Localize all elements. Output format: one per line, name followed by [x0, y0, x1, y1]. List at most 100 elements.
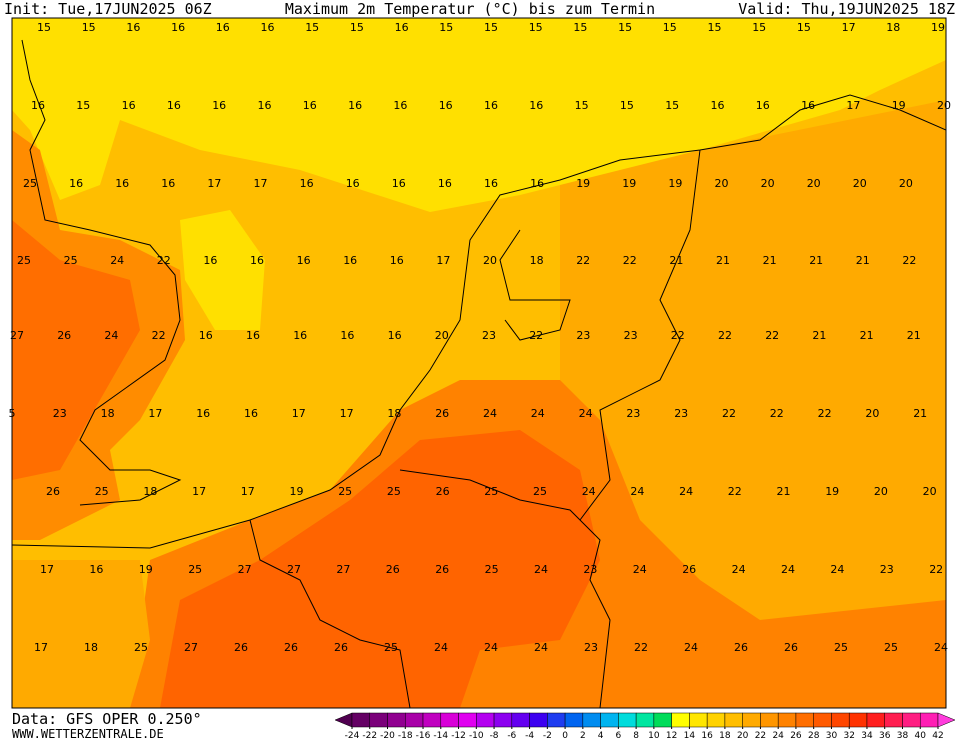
temperature-value: 16: [392, 177, 406, 190]
temperature-value: 25: [188, 563, 202, 576]
colorbar-tick-label: 6: [615, 731, 621, 741]
colorbar-box: [458, 712, 477, 728]
temperature-value: 24: [534, 563, 548, 576]
temperature-value: 15: [484, 21, 498, 34]
temperature-value: 15: [618, 21, 632, 34]
temperature-value: 17: [207, 177, 221, 190]
temperature-value: 22: [722, 407, 736, 420]
temperature-value: 18: [101, 407, 115, 420]
temperature-value: 25: [134, 641, 148, 654]
temperature-value: 20: [807, 177, 821, 190]
temperature-value: 17: [192, 485, 206, 498]
temperature-value: 23: [583, 563, 597, 576]
colorbar-tick-label: 16: [701, 731, 713, 741]
temperature-value: 26: [435, 407, 449, 420]
temperature-value: 16: [439, 99, 453, 112]
temperature-value: 16: [199, 329, 213, 342]
temperature-value: 23: [626, 407, 640, 420]
colorbar-box: [476, 712, 495, 728]
coastline: [21, 39, 182, 506]
coastline: [12, 94, 946, 549]
colorbar-tick-label: 12: [666, 731, 677, 741]
temperature-value: 25: [95, 485, 109, 498]
colorbar-tick-label: 36: [879, 731, 891, 741]
temperature-value: 25: [23, 177, 37, 190]
temperature-value: 16: [346, 177, 360, 190]
temperature-value: 16: [203, 254, 217, 267]
colorbar-tick-label: 42: [932, 731, 943, 741]
temp-area: [12, 560, 150, 708]
temperature-value: 19: [825, 485, 839, 498]
colorbar: -24 -22 -20 -18 -16 -14 -12 -10 -8 -6 -4 -2 0 2 4 6 8 10 1…: [334, 712, 956, 741]
temperature-value: 16: [212, 99, 226, 112]
coastline: [499, 229, 571, 341]
temperature-value: 16: [31, 99, 45, 112]
colorbar-box: [564, 712, 584, 728]
colorbar-tick-label: -4: [525, 731, 534, 741]
temperature-value: 24: [781, 563, 795, 576]
map: [11, 17, 947, 709]
temperature-value: 19: [139, 563, 153, 576]
temperature-value: 16: [390, 254, 404, 267]
temperature-value: 21: [809, 254, 823, 267]
colorbar-box: [369, 712, 388, 728]
colorbar-box: [405, 712, 424, 728]
temperature-value: 25: [834, 641, 848, 654]
colorbar-box: [813, 712, 832, 728]
temperature-value: 21: [913, 407, 927, 420]
colorbar-box: [742, 712, 761, 728]
colorbar-tick-label: 14: [684, 731, 696, 741]
temperature-value: 20: [899, 177, 913, 190]
temperature-value: 15: [797, 21, 811, 34]
colorbar-box: [618, 712, 637, 728]
temperature-value: 16: [167, 99, 181, 112]
temperature-value: 16: [303, 99, 317, 112]
colorbar-box: [511, 712, 530, 728]
temp-area: [160, 430, 600, 708]
colorbar-tick-label: -2: [543, 731, 552, 741]
temperature-value: 26: [386, 563, 400, 576]
valid-time: Valid: Thu,19JUN2025 18Z: [738, 0, 955, 18]
temperature-value: 17: [254, 177, 268, 190]
temperature-value: 26: [334, 641, 348, 654]
temperature-value: 16: [171, 21, 185, 34]
colorbar-box: [795, 712, 814, 728]
website: WWW.WETTERZENTRALE.DE: [12, 727, 164, 741]
temperature-value: 16: [258, 99, 272, 112]
temperature-value: 21: [716, 254, 730, 267]
colorbar-box: [547, 712, 566, 728]
colorbar-tick-label: 4: [598, 731, 604, 741]
temperature-value: 15: [620, 99, 634, 112]
temperature-value: 20: [483, 254, 497, 267]
temperature-value: 17: [241, 485, 255, 498]
temperature-value: 16: [484, 99, 498, 112]
temperature-value: 17: [340, 407, 354, 420]
temperature-value: 17: [846, 99, 860, 112]
colorbar-tick-label: 24: [772, 731, 784, 741]
colorbar-box: [529, 712, 548, 728]
colorbar-tick-label: 30: [826, 731, 838, 741]
border: [399, 469, 611, 708]
temperature-value: 20: [761, 177, 775, 190]
temperature-value: 17: [40, 563, 54, 576]
temperature-value: 26: [57, 329, 71, 342]
temperature-value: 16: [348, 99, 362, 112]
colorbar-box: [351, 712, 371, 728]
colorbar-box: [440, 712, 459, 728]
colorbar-tick-label: -16: [416, 731, 431, 741]
temperature-value: 26: [284, 641, 298, 654]
map-title: Maximum 2m Temperatur (°C) bis zum Termi…: [285, 0, 655, 18]
colorbar-box: [866, 712, 885, 728]
temperature-value: 15: [665, 99, 679, 112]
temperature-value: 21: [777, 485, 791, 498]
temperature-value: 22: [671, 329, 685, 342]
temperature-value: 16: [261, 21, 275, 34]
temperature-value: 15: [439, 21, 453, 34]
temperature-value: 24: [534, 641, 548, 654]
temperature-value: 25: [533, 485, 547, 498]
temperature-value: 22: [634, 641, 648, 654]
temp-area: [180, 210, 265, 330]
temperature-value: 26: [734, 641, 748, 654]
temperature-value: 24: [830, 563, 844, 576]
temperature-grid: 15 15 16 16 16 16 15 15 16 15 15 15 15 15 15 15 15 15 17 18…: [9, 21, 952, 654]
